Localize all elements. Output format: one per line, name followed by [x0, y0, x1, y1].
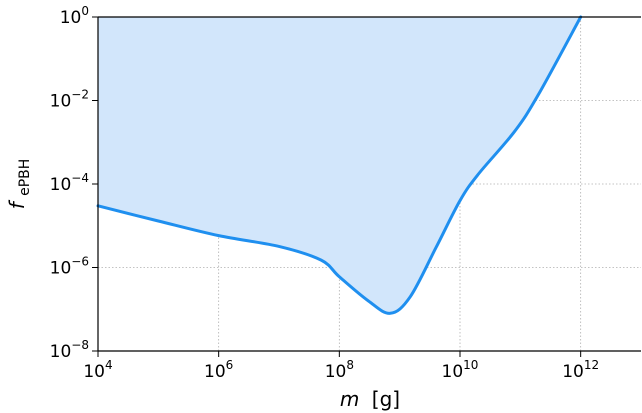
y-axis-subscript: ePBH	[17, 159, 33, 196]
x-axis-symbol: m	[340, 387, 359, 411]
x-tick-label: 1012	[562, 358, 599, 382]
y-axis-label: f ePBH	[5, 159, 33, 210]
x-tick-label: 1010	[442, 358, 479, 382]
constraint-curve	[96, 15, 583, 315]
excluded-region-area	[98, 17, 641, 314]
series-layer	[96, 15, 641, 315]
y-tick-label: 10−6	[50, 255, 89, 279]
y-axis-symbol: f	[5, 199, 29, 209]
x-axis-label: m [g]	[340, 387, 400, 411]
x-tick-label: 108	[325, 358, 354, 382]
y-tick-label: 10−8	[50, 338, 89, 362]
ticks: 104 106 108 1010 1012 100 10−2 10−4 10−6 10−8	[50, 4, 599, 382]
y-tick-label: 10−4	[50, 171, 89, 195]
y-tick-label: 10−2	[50, 88, 89, 112]
y-tick-label: 100	[60, 4, 89, 28]
x-tick-label: 106	[204, 358, 233, 382]
x-axis-unit: [g]	[372, 387, 400, 411]
x-tick-label: 104	[83, 358, 112, 382]
